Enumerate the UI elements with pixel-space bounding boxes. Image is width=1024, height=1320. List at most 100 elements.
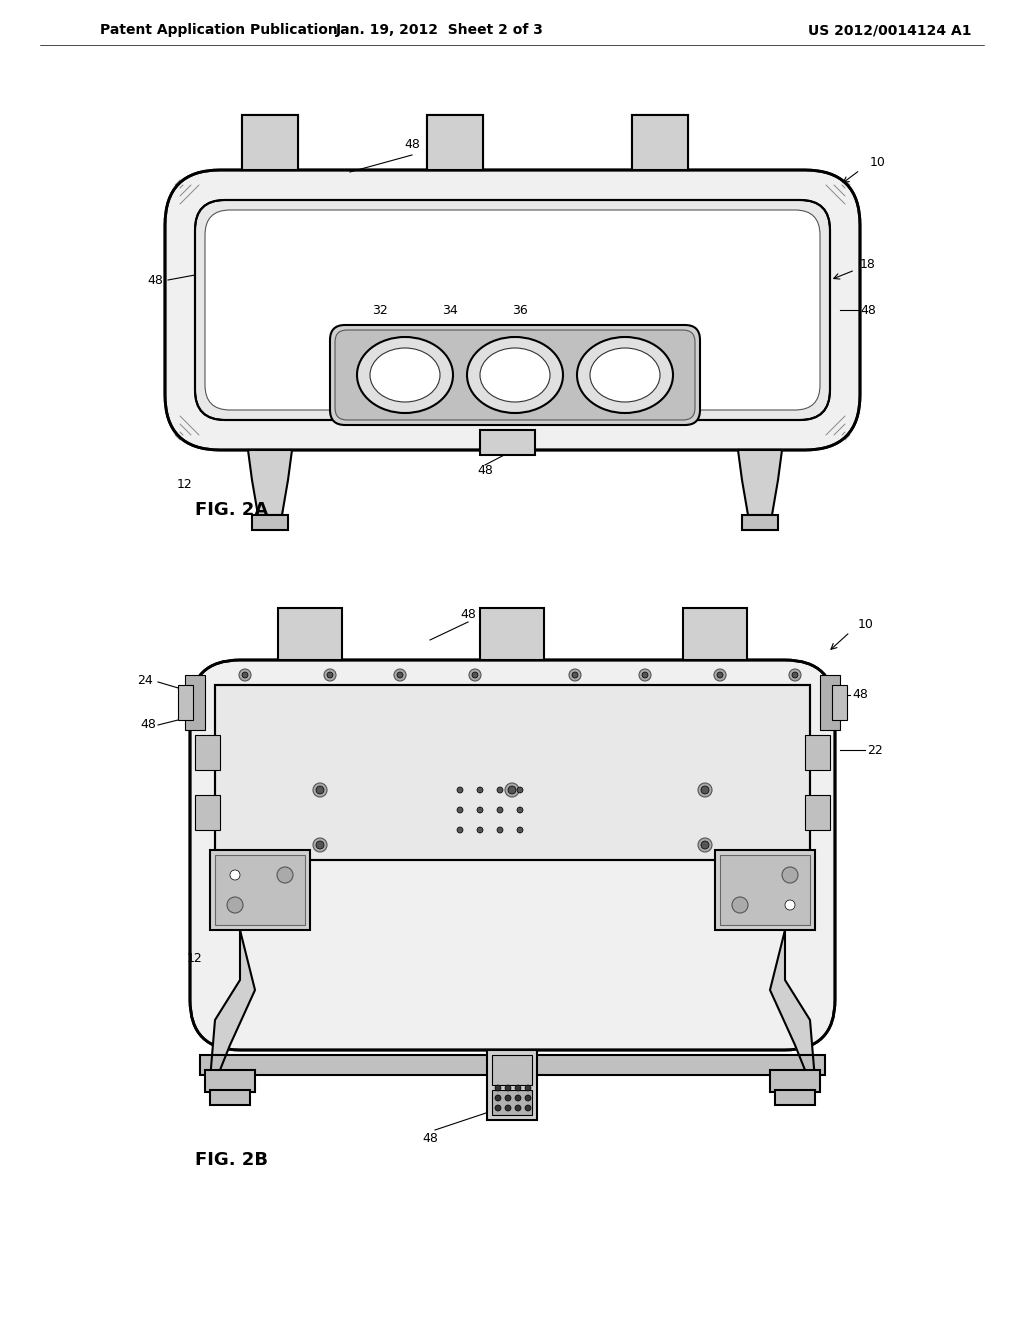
Circle shape	[457, 787, 463, 793]
Circle shape	[639, 669, 651, 681]
Circle shape	[525, 1105, 531, 1111]
Circle shape	[572, 672, 578, 678]
Text: 48: 48	[147, 273, 163, 286]
Circle shape	[497, 828, 503, 833]
Bar	[252, 515, 288, 531]
Circle shape	[230, 870, 240, 880]
Circle shape	[782, 867, 798, 883]
Circle shape	[790, 669, 801, 681]
Circle shape	[505, 783, 519, 797]
Circle shape	[242, 672, 248, 678]
Ellipse shape	[577, 337, 673, 413]
Circle shape	[497, 807, 503, 813]
Polygon shape	[210, 931, 255, 1080]
Bar	[195, 795, 220, 830]
FancyBboxPatch shape	[330, 325, 700, 425]
Text: 36: 36	[512, 304, 528, 317]
Text: 34: 34	[442, 304, 458, 317]
Circle shape	[714, 669, 726, 681]
Circle shape	[505, 1085, 511, 1092]
Bar	[487, 1049, 537, 1119]
Bar	[205, 1071, 255, 1092]
Text: 48: 48	[422, 1131, 438, 1144]
Circle shape	[477, 787, 483, 793]
Circle shape	[457, 807, 463, 813]
Text: 48: 48	[477, 463, 493, 477]
Circle shape	[525, 1085, 531, 1092]
Circle shape	[785, 900, 795, 909]
FancyBboxPatch shape	[205, 210, 820, 411]
Circle shape	[732, 898, 748, 913]
Bar	[492, 1090, 532, 1115]
Circle shape	[515, 1085, 521, 1092]
Text: 12: 12	[177, 479, 193, 491]
Bar	[210, 850, 310, 931]
FancyBboxPatch shape	[165, 170, 860, 450]
Circle shape	[327, 672, 333, 678]
Bar	[492, 1055, 532, 1085]
Circle shape	[698, 838, 712, 851]
Circle shape	[495, 1105, 501, 1111]
Circle shape	[508, 785, 516, 795]
Bar	[632, 115, 688, 170]
Text: 24: 24	[137, 673, 153, 686]
Circle shape	[239, 669, 251, 681]
Bar	[427, 115, 483, 170]
FancyBboxPatch shape	[195, 201, 830, 420]
Bar	[683, 609, 746, 660]
Circle shape	[394, 669, 406, 681]
Text: 48: 48	[852, 689, 868, 701]
Ellipse shape	[370, 348, 440, 403]
Circle shape	[495, 1096, 501, 1101]
Circle shape	[515, 1096, 521, 1101]
Circle shape	[517, 807, 523, 813]
Circle shape	[792, 672, 798, 678]
Bar	[820, 675, 840, 730]
Circle shape	[701, 841, 709, 849]
Circle shape	[316, 841, 324, 849]
Bar	[715, 850, 815, 931]
Circle shape	[495, 1085, 501, 1092]
Text: FIG. 2A: FIG. 2A	[195, 502, 268, 519]
Circle shape	[717, 672, 723, 678]
Text: 18: 18	[860, 259, 876, 272]
Polygon shape	[770, 931, 815, 1080]
Text: US 2012/0014124 A1: US 2012/0014124 A1	[808, 22, 972, 37]
Bar	[185, 675, 205, 730]
Text: 22: 22	[867, 743, 883, 756]
Text: 48: 48	[404, 139, 420, 152]
Circle shape	[313, 783, 327, 797]
Circle shape	[497, 787, 503, 793]
Polygon shape	[738, 450, 782, 515]
Bar	[427, 115, 483, 170]
Bar	[215, 685, 810, 861]
Circle shape	[278, 867, 293, 883]
Circle shape	[525, 1096, 531, 1101]
Ellipse shape	[590, 348, 660, 403]
Circle shape	[505, 1096, 511, 1101]
Bar	[831, 685, 847, 719]
Circle shape	[324, 669, 336, 681]
Circle shape	[472, 672, 478, 678]
Bar	[480, 609, 544, 660]
Text: Patent Application Publication: Patent Application Publication	[100, 22, 338, 37]
Circle shape	[515, 1105, 521, 1111]
Ellipse shape	[357, 337, 453, 413]
Circle shape	[457, 828, 463, 833]
Bar	[210, 1090, 250, 1105]
Bar	[178, 685, 193, 719]
Ellipse shape	[480, 348, 550, 403]
Circle shape	[505, 1105, 511, 1111]
Bar	[770, 1071, 820, 1092]
Text: 32: 32	[372, 304, 388, 317]
Bar	[480, 430, 535, 455]
Ellipse shape	[467, 337, 563, 413]
Circle shape	[701, 785, 709, 795]
Bar	[775, 1090, 815, 1105]
Circle shape	[397, 672, 403, 678]
Circle shape	[469, 669, 481, 681]
Circle shape	[227, 898, 243, 913]
Text: 12: 12	[187, 952, 203, 965]
Circle shape	[477, 828, 483, 833]
Text: 10: 10	[870, 156, 886, 169]
